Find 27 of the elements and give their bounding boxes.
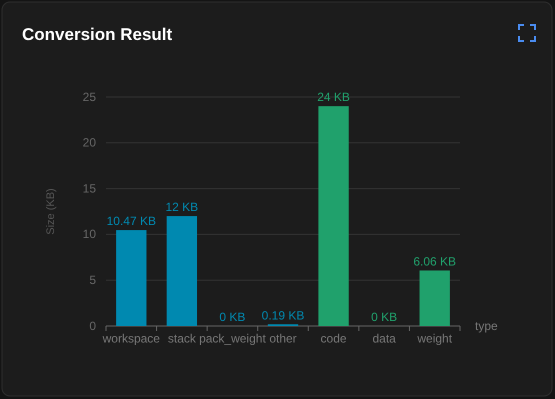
- bar: [318, 106, 349, 326]
- x-tick-label: code: [320, 332, 347, 346]
- data-label: 6.06 KB: [413, 254, 456, 268]
- x-tick-label: workspace: [102, 332, 160, 346]
- data-label: 0.19 KB: [262, 308, 304, 322]
- data-label: 0 KB: [219, 310, 246, 324]
- data-label: 10.47 KB: [106, 214, 156, 228]
- data-label: 0 KB: [371, 310, 398, 324]
- y-tick-label: 5: [89, 273, 96, 288]
- y-tick-label: 20: [82, 136, 96, 150]
- y-tick-label: 15: [82, 181, 96, 196]
- bar: [116, 230, 146, 326]
- x-tick-label: pack_weight: [199, 332, 266, 346]
- y-axis-title: Size (KB): [45, 188, 57, 235]
- y-tick-label: 10: [82, 227, 96, 242]
- x-tick-label: other: [269, 332, 297, 346]
- x-tick-label: data: [372, 332, 396, 346]
- data-label: 24 KB: [317, 90, 350, 104]
- chart-title: Conversion Result: [22, 25, 173, 44]
- y-tick-label: 25: [82, 90, 96, 104]
- data-label: 12 KB: [166, 200, 198, 214]
- bar: [420, 270, 450, 326]
- x-tick-label: stack: [168, 332, 197, 346]
- x-axis-title: type: [475, 319, 498, 333]
- y-tick-label: 0: [89, 318, 96, 333]
- x-tick-label: weight: [416, 332, 453, 346]
- bar: [166, 216, 198, 326]
